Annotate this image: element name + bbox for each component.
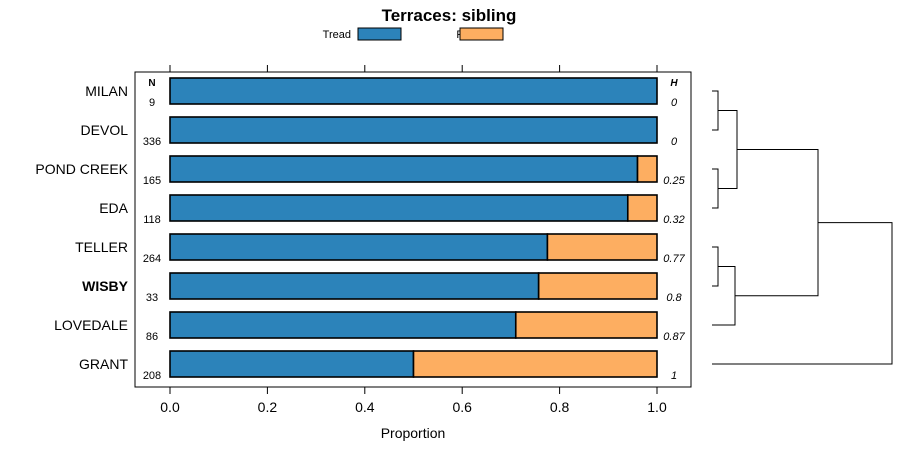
- legend: TreadRiser: [323, 27, 504, 41]
- n-value: 264: [143, 253, 161, 265]
- x-tick-label: 0.6: [452, 399, 472, 415]
- plot-panel: [134, 71, 692, 388]
- n-value: 118: [143, 214, 161, 226]
- h-column: H 0 0 0.25 0.32 0.77 0.8 0.87 1: [663, 78, 685, 382]
- h-value: 0.8: [666, 292, 682, 304]
- bar-tread-wisby: [169, 272, 540, 300]
- n-value: 33: [146, 292, 158, 304]
- dendrogram: [712, 90, 893, 365]
- x-tick-label: 0.0: [160, 399, 180, 415]
- h-value: 0: [671, 136, 678, 148]
- dendro-branch: [712, 168, 719, 209]
- bar-tread-grant: [169, 350, 415, 378]
- h-value: 0: [671, 97, 678, 109]
- x-tick-label: 1.0: [647, 399, 667, 415]
- x-tick-label: 0.2: [258, 399, 278, 415]
- x-tick-label: 0.8: [550, 399, 570, 415]
- bar-tread-milan: [169, 77, 658, 105]
- bar-riser-eda: [626, 194, 658, 222]
- chart-title: Terraces: sibling: [382, 6, 517, 25]
- category-labels: MILAN DEVOL POND CREEK EDA TELLER WISBY LOVEDA…: [35, 83, 128, 372]
- x-axis-label: Proportion: [381, 425, 446, 441]
- h-value: 0.77: [663, 253, 685, 265]
- x-axis: 0.0 0.2 0.4 0.6 0.8 1.0: [160, 65, 667, 415]
- n-value: 165: [143, 175, 161, 187]
- h-header: H: [670, 78, 678, 89]
- bar-riser-teller: [546, 233, 658, 261]
- bar-tread-pond-creek: [169, 155, 639, 183]
- category-label-wisby: WISBY: [82, 278, 129, 294]
- category-label-milan: MILAN: [85, 83, 128, 99]
- category-label-lovedale: LOVEDALE: [54, 317, 128, 333]
- bars: [169, 77, 658, 378]
- bar-tread-lovedale: [169, 311, 517, 339]
- bar-riser-wisby: [537, 272, 658, 300]
- bar-tread-teller: [169, 233, 549, 261]
- dendro-branch: [712, 222, 893, 365]
- legend-swatch-tread: [357, 27, 402, 41]
- bar-riser-pond-creek: [636, 155, 658, 183]
- legend-label-tread: Tread: [323, 29, 351, 41]
- category-label-teller: TELLER: [75, 239, 128, 255]
- bar-riser-grant: [412, 350, 658, 378]
- n-value: 9: [149, 97, 155, 109]
- n-header: N: [148, 78, 155, 89]
- dendro-branch: [712, 90, 719, 131]
- n-value: 86: [146, 331, 158, 343]
- n-value: 336: [143, 136, 161, 148]
- dendro-branch: [712, 246, 719, 287]
- category-label-grant: GRANT: [79, 356, 128, 372]
- h-value: 0.25: [663, 175, 685, 187]
- n-column: N 9 336 165 118 264 33 86 208: [143, 78, 161, 382]
- bar-tread-eda: [169, 194, 629, 222]
- h-value: 0.32: [663, 214, 684, 226]
- bar-tread-devol: [169, 116, 658, 144]
- h-value: 1: [671, 370, 677, 382]
- category-label-eda: EDA: [99, 200, 128, 216]
- bar-riser-lovedale: [514, 311, 658, 339]
- dendro-branch: [712, 266, 736, 326]
- x-tick-label: 0.4: [355, 399, 375, 415]
- n-value: 208: [143, 370, 161, 382]
- dendro-branch: [735, 149, 819, 297]
- dendro-branch: [718, 110, 738, 189]
- legend-swatch-riser: [459, 27, 504, 41]
- h-value: 0.87: [663, 331, 685, 343]
- category-label-devol: DEVOL: [81, 122, 129, 138]
- category-label-pond-creek: POND CREEK: [35, 161, 128, 177]
